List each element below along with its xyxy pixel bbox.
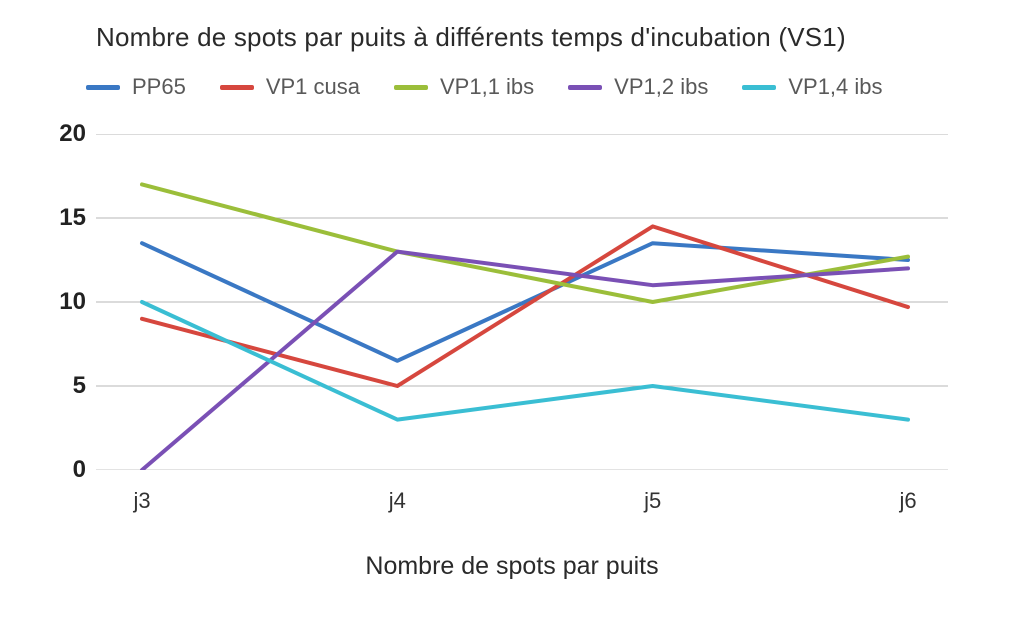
legend-label: VP1,2 ibs — [614, 74, 708, 100]
legend-item: PP65 — [86, 74, 186, 100]
x-axis-title: Nombre de spots par puits — [312, 552, 712, 581]
legend: PP65 VP1 cusa VP1,1 ibs VP1,2 ibs VP1,4 ibs — [86, 74, 883, 100]
x-tick-label: j3 — [112, 488, 172, 514]
legend-swatch — [568, 85, 602, 90]
legend-label: VP1,4 ibs — [788, 74, 882, 100]
legend-item: VP1,2 ibs — [568, 74, 708, 100]
legend-swatch — [742, 85, 776, 90]
legend-label: VP1 cusa — [266, 74, 360, 100]
y-tick-label: 20 — [26, 120, 86, 148]
legend-swatch — [86, 85, 120, 90]
legend-item: VP1 cusa — [220, 74, 360, 100]
plot-area — [96, 134, 948, 470]
x-tick-label: j5 — [623, 488, 683, 514]
legend-swatch — [394, 85, 428, 90]
y-tick-label: 10 — [26, 288, 86, 316]
x-tick-label: j4 — [367, 488, 427, 514]
legend-item: VP1,1 ibs — [394, 74, 534, 100]
y-tick-label: 0 — [26, 456, 86, 484]
legend-swatch — [220, 85, 254, 90]
legend-label: PP65 — [132, 74, 186, 100]
y-tick-label: 5 — [26, 372, 86, 400]
y-tick-label: 15 — [26, 204, 86, 232]
chart-title: Nombre de spots par puits à différents t… — [96, 22, 846, 53]
legend-item: VP1,4 ibs — [742, 74, 882, 100]
x-tick-label: j6 — [878, 488, 938, 514]
chart-container: Nombre de spots par puits à différents t… — [0, 0, 1024, 635]
legend-label: VP1,1 ibs — [440, 74, 534, 100]
